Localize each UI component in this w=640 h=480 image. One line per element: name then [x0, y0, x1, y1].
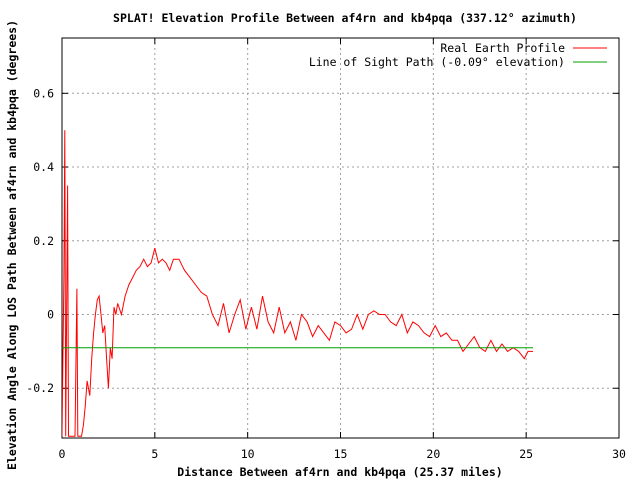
x-tick-label: 10 [241, 447, 255, 461]
legend-label: Real Earth Profile [440, 41, 565, 55]
axes: 0 5 10 15 20 25 30 -0.2 0 0.2 0.4 0.6 [26, 37, 626, 461]
x-tick-label: 25 [519, 447, 533, 461]
x-tick-label: 30 [612, 447, 626, 461]
y-tick-label: 0 [47, 307, 54, 321]
x-tick-label: 0 [59, 447, 66, 461]
x-tick-label: 15 [334, 447, 348, 461]
plot-frame [61, 37, 620, 439]
y-tick-label: 0.4 [33, 160, 54, 174]
y-tick-label: 0.6 [33, 86, 54, 100]
y-tick-label: 0.2 [33, 234, 54, 248]
series-line [62, 130, 533, 437]
legend-label: Line of Sight Path (-0.09° elevation) [309, 55, 565, 69]
y-tick-label: -0.2 [26, 381, 54, 395]
series-lines [62, 130, 533, 437]
x-tick-label: 20 [426, 447, 440, 461]
x-tick-label: 5 [151, 447, 158, 461]
chart-title: SPLAT! Elevation Profile Between af4rn a… [113, 11, 577, 25]
grid-lines [62, 38, 619, 438]
y-axis-label: Elevation Angle Along LOS Path Between a… [5, 20, 19, 470]
x-axis-label: Distance Between af4rn and kb4pqa (25.37… [177, 465, 502, 479]
